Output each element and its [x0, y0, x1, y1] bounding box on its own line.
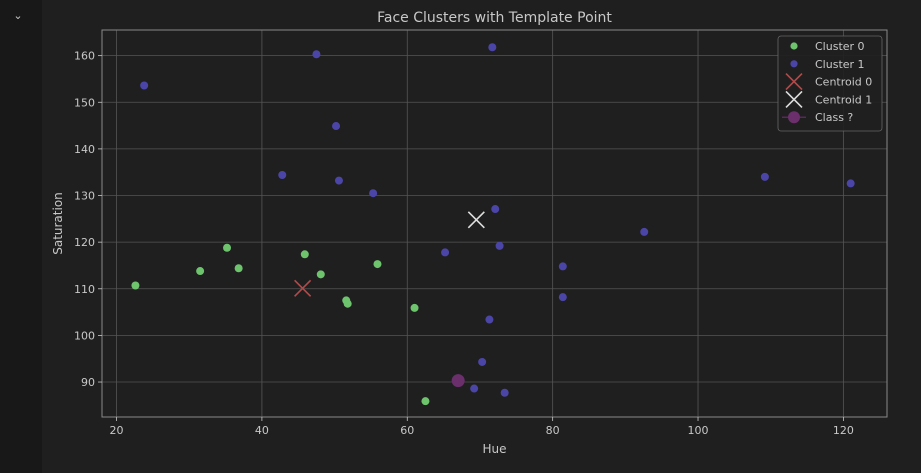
cluster-1-point: [760, 172, 769, 181]
cluster-1-point: [640, 227, 649, 236]
cell-gutter: ⌄: [0, 0, 42, 473]
cluster-1-point: [369, 189, 378, 198]
chart-title: Face Clusters with Template Point: [377, 10, 612, 26]
centroid-0-marker: [294, 279, 312, 297]
legend-marker: [790, 60, 798, 68]
cluster-1-point: [491, 205, 500, 214]
legend-label: Class ?: [815, 111, 853, 124]
legend-label: Centroid 0: [815, 76, 872, 89]
legend: Cluster 0 Cluster 1 Centroid 0 Centroid 1 Cl…: [777, 35, 883, 132]
x-axis-ticks: 20 40 60 80 100 120: [110, 417, 854, 437]
y-tick-label: 140: [74, 143, 95, 156]
class-point: [451, 374, 465, 388]
y-tick-label: 90: [81, 376, 95, 389]
cell-output: 20 40 60 80 100 120 90 100 110 120 130 140 150 160 F…: [42, 0, 921, 473]
plot-marks: [131, 43, 855, 406]
cluster-0-point: [196, 267, 205, 276]
legend-marker: [788, 111, 800, 124]
y-tick-label: 100: [74, 329, 95, 342]
legend-marker-stroke: [785, 90, 803, 108]
legend-label: Centroid 1: [815, 93, 872, 106]
axes-frame: [101, 29, 888, 418]
cluster-1-point: [500, 388, 509, 397]
cluster-1-point: [478, 357, 487, 366]
legend-label: Cluster 1: [815, 58, 865, 71]
cluster-0-point: [131, 281, 140, 290]
cluster-0-point: [300, 250, 309, 259]
y-tick-label: 150: [74, 96, 95, 109]
x-tick-label: 80: [546, 424, 560, 437]
centroid-1-marker: [467, 211, 485, 229]
x-tick-label: 40: [255, 424, 269, 437]
legend-marker-stroke: [785, 73, 803, 91]
cluster-1-point: [495, 241, 504, 250]
cluster-0-point: [410, 303, 419, 312]
cluster-0-point: [223, 243, 232, 252]
legend-box: [777, 35, 883, 132]
legend-marker: [785, 73, 803, 91]
legend-marker: [790, 42, 798, 50]
scatter-chart: 20 40 60 80 100 120 90 100 110 120 130 140 150 160 F…: [51, 10, 888, 456]
cluster-1-point: [558, 293, 567, 302]
cluster-0-point: [373, 260, 382, 269]
centroid-0-marker-stroke: [294, 279, 312, 297]
cluster-0-point: [316, 270, 325, 279]
cluster-0-point: [343, 299, 352, 308]
x-tick-label: 120: [833, 424, 854, 437]
x-tick-label: 100: [688, 424, 709, 437]
cluster-1-point: [488, 43, 497, 52]
cluster-1-point: [140, 81, 149, 90]
x-tick-label: 60: [400, 424, 414, 437]
y-tick-label: 110: [74, 283, 95, 296]
cluster-1-point: [485, 315, 494, 324]
legend-marker: [785, 90, 803, 108]
y-tick-label: 130: [74, 190, 95, 203]
y-tick-label: 120: [74, 236, 95, 249]
cluster-1-point: [470, 384, 479, 393]
cluster-1-point: [312, 50, 321, 59]
x-tick-label: 20: [110, 424, 124, 437]
cluster-1-point: [558, 262, 567, 271]
cluster-0-point: [234, 264, 243, 273]
x-axis-label: Hue: [482, 442, 506, 456]
cluster-1-point: [846, 179, 855, 188]
centroid-1-marker-stroke: [467, 211, 485, 229]
cluster-1-point: [441, 248, 450, 257]
legend-label: Cluster 0: [815, 40, 865, 53]
chevron-down-icon[interactable]: ⌄: [13, 9, 23, 22]
y-axis-ticks: 90 100 110 120 130 140 150 160: [74, 50, 102, 389]
y-tick-label: 160: [74, 50, 95, 63]
y-axis-label: Saturation: [51, 192, 65, 255]
cluster-0-point: [421, 397, 430, 406]
cluster-1-point: [334, 176, 343, 185]
cluster-1-point: [332, 122, 341, 131]
cluster-1-point: [278, 171, 287, 180]
grid-lines: [102, 30, 887, 417]
